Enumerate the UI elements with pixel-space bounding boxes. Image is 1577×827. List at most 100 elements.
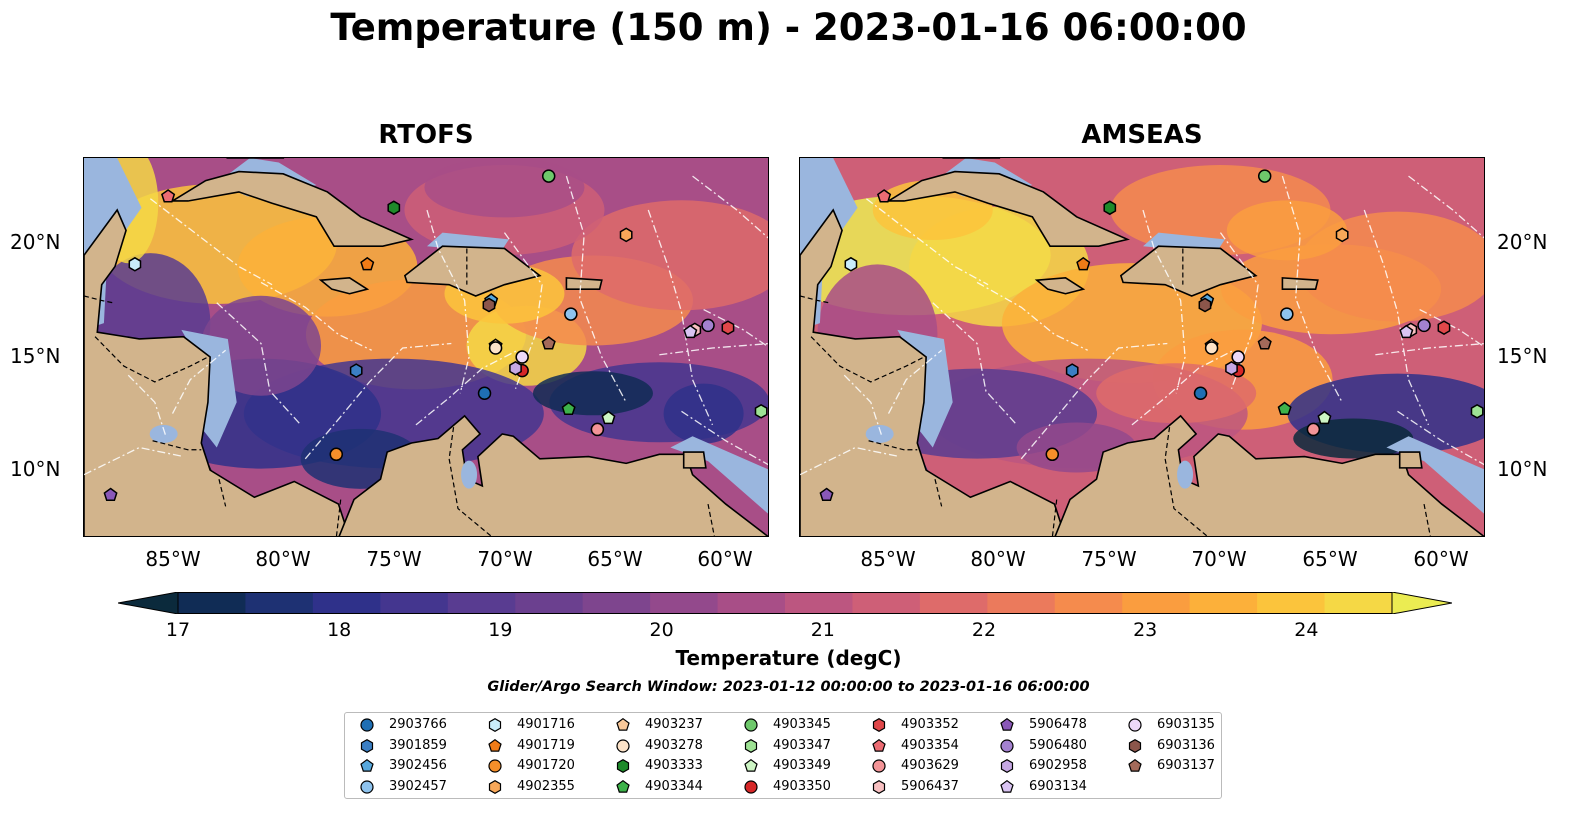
colorbar-segment: [312, 592, 381, 614]
float-marker-6902958: [509, 361, 522, 376]
legend-label: 4903333: [645, 758, 703, 773]
colorbar-segment: [1122, 592, 1191, 614]
lat-label-20n-left: 20°N: [10, 230, 61, 254]
circle-marker-icon: [1000, 738, 1014, 753]
float-marker-5906480: [1417, 318, 1431, 333]
colorbar-high-extend: [1391, 591, 1453, 615]
float-marker-4903278: [488, 341, 503, 355]
legend-label: 4903350: [773, 778, 831, 794]
legend-label: 4901719: [517, 737, 575, 753]
float-marker-6903134: [683, 324, 698, 339]
hexagon-marker-icon: [744, 738, 758, 753]
hexagon-marker-icon: [488, 779, 502, 794]
eez-boundaries: [84, 175, 768, 476]
colorbar-segment: [919, 592, 988, 614]
float-marker-4901719: [360, 256, 375, 271]
lon-label-65w-right: 65°W: [1302, 547, 1358, 571]
legend-label: 5906478: [1029, 717, 1087, 732]
circle-marker-icon: [872, 759, 886, 773]
colorbar-tick-19: 19: [488, 619, 513, 641]
legend-label: 4903278: [645, 737, 703, 753]
float-marker-4903354: [161, 189, 176, 203]
float-marker-4903354: [877, 189, 892, 203]
float-legend: 2903766 3901859 3902456 3902457 4901716 49017…: [344, 712, 1222, 799]
hexagon-marker-icon: [872, 779, 886, 794]
legend-label: 4901716: [517, 717, 575, 732]
pentagon-marker-icon: [1128, 759, 1142, 772]
float-marker-4903333: [1103, 200, 1117, 216]
legend-label: 6903135: [1157, 717, 1215, 732]
colorbar-segment: [447, 592, 516, 614]
legend-label: 4903349: [773, 758, 831, 773]
colorbar-segment: [650, 592, 719, 614]
hexagon-marker-icon: [1128, 738, 1142, 753]
colorbar-tick-22: 22: [971, 619, 997, 641]
legend-label: 4903344: [645, 778, 703, 794]
colorbar-tick-23: 23: [1133, 619, 1158, 641]
colorbar-tick-21: 21: [810, 619, 835, 641]
lon-label-65w-left: 65°W: [587, 547, 643, 571]
float-marker-4903345: [541, 169, 556, 183]
panel-title-rtofs: RTOFS: [378, 120, 474, 150]
hexagon-marker-icon: [616, 759, 630, 773]
float-marker-5906478: [819, 487, 834, 502]
float-marker-4901716: [844, 256, 858, 272]
float-marker-4903344: [1277, 401, 1292, 416]
float-marker-4903345: [1257, 169, 1272, 183]
hexagon-marker-icon: [872, 718, 886, 732]
map-panel-amseas: [799, 157, 1485, 537]
lon-label-75w-left: 75°W: [366, 547, 422, 571]
pentagon-marker-icon: [1000, 779, 1014, 793]
float-marker-6903137: [541, 336, 556, 350]
lat-label-20n-right: 20°N: [1497, 230, 1548, 254]
pentagon-marker-icon: [1000, 718, 1014, 731]
legend-label: 4903629: [901, 758, 959, 773]
legend-label: 5906480: [1029, 737, 1087, 753]
map-panel-rtofs: [83, 157, 769, 537]
eez-boundaries: [800, 175, 1484, 476]
circle-marker-icon: [744, 779, 758, 794]
colorbar-segment: [515, 592, 584, 614]
colorbar-segment: [852, 592, 921, 614]
colorbar-segment: [380, 592, 449, 614]
figure-title: Temperature (150 m) - 2023-01-16 06:00:0…: [330, 6, 1247, 49]
float-marker-5906478: [103, 487, 118, 502]
float-marker-2903766: [1193, 386, 1208, 400]
colorbar-low-extend: [117, 591, 179, 615]
colorbar-segment: [1257, 592, 1326, 614]
search-window-caption: Glider/Argo Search Window: 2023-01-12 00…: [487, 679, 1090, 695]
float-marker-4902355: [1335, 227, 1349, 243]
pentagon-marker-icon: [488, 738, 502, 752]
float-marker-5906480: [701, 318, 715, 333]
float-marker-4903347: [1470, 404, 1484, 419]
float-marker-6903137: [1257, 336, 1272, 350]
legend-label: 6903134: [1029, 778, 1087, 794]
panel-title-amseas: AMSEAS: [1081, 120, 1203, 150]
hexagon-marker-icon: [488, 718, 502, 732]
float-marker-4903278: [1204, 341, 1219, 355]
float-marker-6903136: [482, 297, 496, 313]
legend-label: 4903347: [773, 737, 831, 753]
colorbar-segment: [1189, 592, 1258, 614]
circle-marker-icon: [488, 759, 502, 773]
float-marker-4903629: [590, 422, 605, 437]
float-marker-4903333: [387, 200, 401, 216]
float-marker-6903134: [1399, 324, 1414, 339]
pentagon-marker-icon: [616, 718, 630, 731]
legend-label: 2903766: [389, 717, 447, 732]
legend-label: 4901720: [517, 758, 575, 773]
lat-label-15n-right: 15°N: [1497, 344, 1548, 368]
lon-label-70w-right: 70°W: [1191, 547, 1247, 571]
lon-label-60w-right: 60°W: [1413, 547, 1469, 571]
legend-label: 3902456: [389, 758, 447, 773]
pentagon-marker-icon: [616, 779, 630, 793]
float-marker-4903352: [721, 320, 735, 335]
legend-label: 4903354: [901, 737, 959, 753]
float-marker-3901859: [1065, 363, 1079, 378]
legend-label: 4903352: [901, 717, 959, 732]
lon-label-80w-right: 80°W: [970, 547, 1026, 571]
float-marker-4901720: [1045, 447, 1060, 462]
lon-label-80w-left: 80°W: [255, 547, 311, 571]
lat-label-10n-right: 10°N: [1497, 457, 1548, 481]
colorbar-segment: [1054, 592, 1123, 614]
